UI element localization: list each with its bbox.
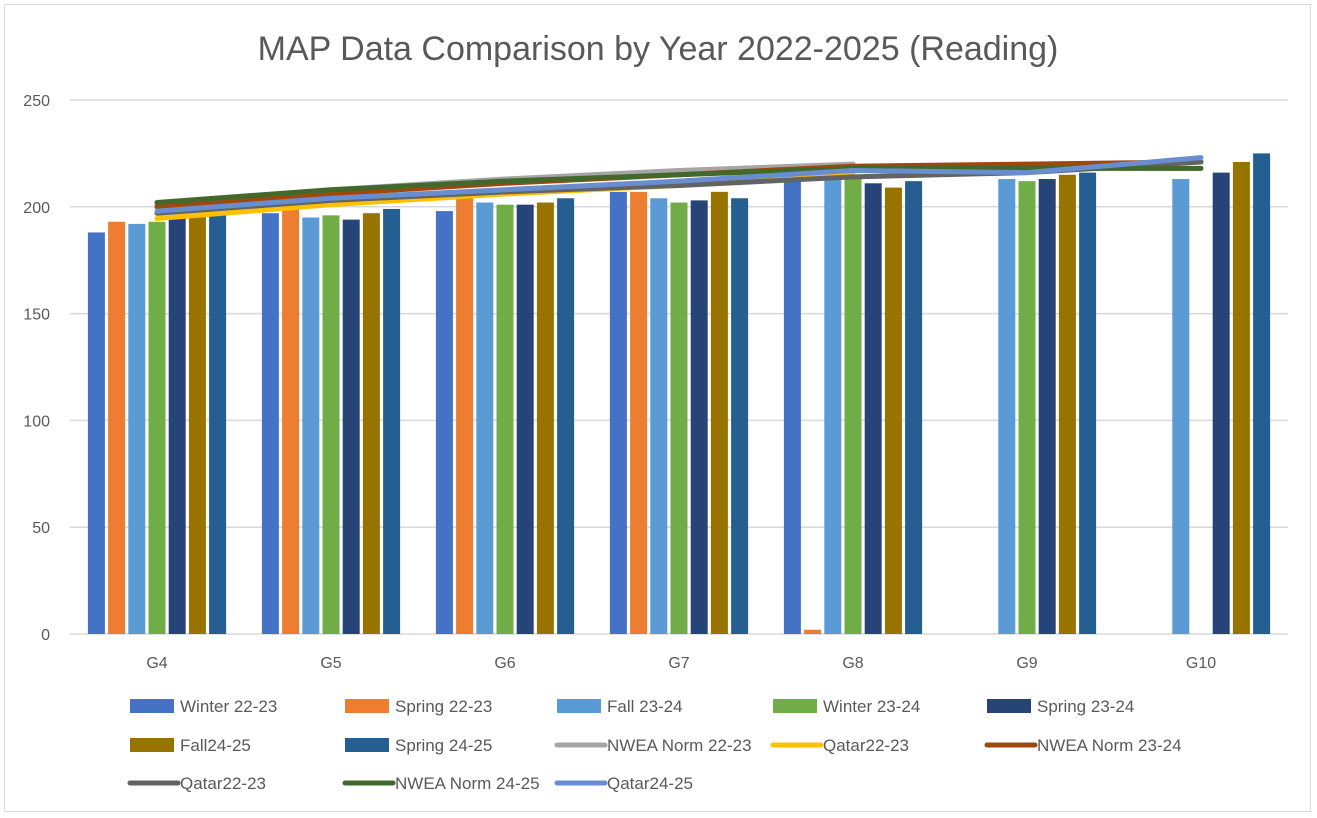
x-tick-label: G8 bbox=[842, 655, 863, 672]
legend-label: NWEA Norm 24-25 bbox=[395, 774, 540, 793]
y-tick-label: 150 bbox=[23, 307, 50, 324]
x-tick-label: G4 bbox=[146, 655, 167, 672]
series-line bbox=[154, 155, 1204, 214]
legend-swatch bbox=[987, 699, 1031, 713]
legend-item: Qatar22-23 bbox=[127, 774, 266, 793]
legend-item: NWEA Norm 23-24 bbox=[984, 736, 1182, 755]
bar bbox=[884, 187, 902, 635]
legend-item: Spring 22-23 bbox=[345, 697, 492, 716]
legend-label: Spring 22-23 bbox=[395, 697, 492, 716]
y-tick-label: 250 bbox=[23, 93, 50, 110]
x-tick-label: G10 bbox=[1186, 655, 1216, 672]
legend-item: Winter 22-23 bbox=[130, 697, 277, 716]
bar bbox=[731, 198, 749, 635]
x-tick-label: G7 bbox=[668, 655, 689, 672]
legend-label: Qatar24-25 bbox=[607, 774, 693, 793]
x-tick-label: G5 bbox=[320, 655, 341, 672]
bar bbox=[905, 181, 923, 634]
bar bbox=[690, 200, 708, 634]
legend-swatch bbox=[557, 699, 601, 713]
bar bbox=[844, 176, 862, 634]
bar bbox=[804, 629, 822, 634]
bar bbox=[516, 204, 534, 634]
y-tick-label: 0 bbox=[41, 627, 50, 644]
x-tick-label: G6 bbox=[494, 655, 515, 672]
legend-swatch bbox=[130, 738, 174, 752]
bar bbox=[456, 198, 474, 635]
bar bbox=[1079, 172, 1097, 634]
bar bbox=[650, 198, 668, 635]
bar bbox=[362, 213, 380, 634]
legend-label: NWEA Norm 22-23 bbox=[607, 736, 752, 755]
legend-item: Qatar24-25 bbox=[554, 774, 693, 793]
bar bbox=[1018, 181, 1036, 634]
bar bbox=[1212, 172, 1230, 634]
y-tick-label: 200 bbox=[23, 200, 50, 217]
legend-item: Spring 23-24 bbox=[987, 697, 1134, 716]
y-tick-label: 100 bbox=[23, 413, 50, 430]
legend-label: Spring 23-24 bbox=[1037, 697, 1134, 716]
bar bbox=[630, 191, 648, 634]
bar bbox=[435, 211, 453, 634]
legend-label: Fall 23-24 bbox=[607, 697, 683, 716]
legend-swatch bbox=[773, 699, 817, 713]
bar bbox=[1172, 179, 1190, 635]
bar bbox=[536, 202, 554, 634]
legend-item: Fall24-25 bbox=[130, 736, 251, 755]
bar bbox=[261, 213, 279, 634]
chart-frame bbox=[4, 4, 1311, 812]
bar bbox=[1253, 153, 1271, 634]
bar bbox=[824, 179, 842, 635]
x-tick-label: G9 bbox=[1016, 655, 1037, 672]
bar bbox=[998, 179, 1016, 635]
legend-item: Winter 23-24 bbox=[773, 697, 920, 716]
bar bbox=[108, 221, 126, 634]
bar bbox=[209, 213, 227, 634]
bar bbox=[87, 232, 105, 634]
bar bbox=[496, 204, 514, 634]
bar bbox=[670, 202, 688, 634]
chart-title: MAP Data Comparison by Year 2022-2025 (R… bbox=[258, 30, 1059, 68]
series-line bbox=[154, 165, 1204, 206]
bar bbox=[609, 191, 627, 634]
legend-label: Winter 23-24 bbox=[823, 697, 920, 716]
legend-label: Winter 22-23 bbox=[180, 697, 277, 716]
bar bbox=[557, 198, 575, 635]
bar bbox=[476, 202, 494, 634]
bar bbox=[1038, 179, 1056, 635]
bar bbox=[864, 183, 882, 634]
y-tick-label: 50 bbox=[32, 520, 50, 537]
bar bbox=[783, 176, 801, 634]
legend-label: Spring 24-25 bbox=[395, 736, 492, 755]
bar bbox=[188, 215, 206, 634]
legend-swatch bbox=[130, 699, 174, 713]
bar bbox=[128, 223, 146, 634]
bar bbox=[342, 219, 360, 634]
legend-swatch bbox=[345, 699, 389, 713]
legend-item: Spring 24-25 bbox=[345, 736, 492, 755]
legend-item: NWEA Norm 24-25 bbox=[342, 774, 540, 793]
bar bbox=[710, 191, 728, 634]
legend-item: Qatar22-23 bbox=[770, 736, 909, 755]
legend-label: Qatar22-23 bbox=[823, 736, 909, 755]
legend-item: Fall 23-24 bbox=[557, 697, 683, 716]
bar bbox=[168, 217, 186, 635]
legend-label: Qatar22-23 bbox=[180, 774, 266, 793]
bar bbox=[282, 206, 300, 635]
bar bbox=[322, 215, 340, 634]
legend-swatch bbox=[345, 738, 389, 752]
bar bbox=[1058, 174, 1076, 634]
bar bbox=[383, 208, 401, 634]
bar bbox=[302, 217, 320, 635]
bar bbox=[1232, 161, 1250, 634]
bar bbox=[148, 221, 166, 634]
legend-item: NWEA Norm 22-23 bbox=[554, 736, 752, 755]
legend-label: NWEA Norm 23-24 bbox=[1037, 736, 1182, 755]
legend-label: Fall24-25 bbox=[180, 736, 251, 755]
